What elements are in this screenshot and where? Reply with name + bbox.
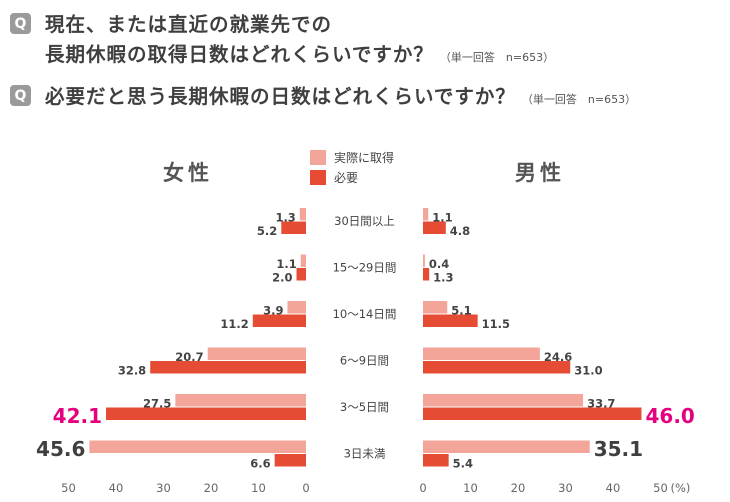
data-label: 3.9 bbox=[263, 304, 283, 318]
data-label: 1.3 bbox=[433, 271, 453, 285]
data-label: 11.2 bbox=[220, 317, 248, 331]
bar-female-actual bbox=[300, 254, 306, 267]
panel-title-female: 女性 bbox=[163, 161, 213, 185]
bar-male-actual bbox=[423, 208, 429, 221]
category-label: 15～29日間 bbox=[333, 261, 397, 275]
x-tick-label-female: 40 bbox=[109, 481, 124, 495]
bar-male-needed bbox=[423, 407, 642, 420]
bar-male-needed bbox=[423, 268, 430, 281]
bar-male-needed bbox=[423, 454, 449, 467]
data-label: 6.6 bbox=[250, 457, 270, 471]
unit-label: (%) bbox=[671, 481, 691, 495]
data-label: 33.7 bbox=[587, 397, 615, 411]
bar-female-needed bbox=[296, 268, 306, 281]
question-2-text: 必要だと思う長期休暇の日数はどれくらいですか？ bbox=[45, 85, 516, 108]
q-badge: Q bbox=[10, 13, 31, 34]
bar-male-actual bbox=[423, 254, 425, 267]
x-tick-label-male: 40 bbox=[606, 481, 621, 495]
bar-male-actual bbox=[423, 394, 584, 407]
data-label: 1.1 bbox=[432, 211, 452, 225]
question-1-note: （単一回答 n=653） bbox=[439, 51, 555, 64]
bar-female-needed bbox=[150, 361, 306, 374]
data-label: 5.1 bbox=[451, 304, 471, 318]
data-label: 5.2 bbox=[257, 224, 277, 238]
question-1: Q 現在、または直近の就業先での 長期休暇の取得日数はどれくらいですか？ （単一回… bbox=[10, 10, 554, 73]
legend-label: 実際に取得 bbox=[334, 150, 394, 165]
question-2: Q 必要だと思う長期休暇の日数はどれくらいですか？ （単一回答 n=653） bbox=[10, 82, 636, 115]
bar-female-needed bbox=[106, 407, 307, 420]
x-tick-label-female: 10 bbox=[251, 481, 266, 495]
bar-male-actual bbox=[423, 301, 448, 314]
data-label: 42.1 bbox=[53, 404, 102, 428]
data-label: 0.4 bbox=[429, 257, 449, 271]
category-label: 30日間以上 bbox=[334, 214, 395, 228]
bar-female-needed bbox=[281, 221, 306, 234]
x-tick-label-male: 50 bbox=[653, 481, 668, 495]
x-tick-label-male: 10 bbox=[463, 481, 478, 495]
data-label: 45.6 bbox=[36, 437, 85, 461]
bar-male-needed bbox=[423, 221, 446, 234]
question-1-line1: 現在、または直近の就業先での bbox=[45, 13, 333, 36]
data-label: 5.4 bbox=[453, 457, 473, 471]
bar-male-needed bbox=[423, 361, 571, 374]
data-label: 1.3 bbox=[275, 211, 295, 225]
question-2-note: （単一回答 n=653） bbox=[521, 93, 637, 106]
x-tick-label-male: 30 bbox=[558, 481, 573, 495]
data-label: 11.5 bbox=[482, 317, 510, 331]
x-tick-label-female: 30 bbox=[156, 481, 171, 495]
x-tick-label-male: 20 bbox=[511, 481, 526, 495]
data-label: 2.0 bbox=[272, 271, 292, 285]
bar-male-needed bbox=[423, 314, 478, 327]
bar-female-needed bbox=[252, 314, 306, 327]
data-label: 31.0 bbox=[574, 364, 602, 378]
bar-female-actual bbox=[175, 394, 306, 407]
category-label: 3日未満 bbox=[344, 447, 386, 461]
data-label: 35.1 bbox=[594, 437, 643, 461]
data-label: 46.0 bbox=[646, 404, 695, 428]
category-label: 3～5日間 bbox=[340, 400, 389, 414]
data-label: 24.6 bbox=[544, 350, 572, 364]
bar-female-actual bbox=[287, 301, 306, 314]
data-label: 27.5 bbox=[143, 397, 171, 411]
question-1-line2: 長期休暇の取得日数はどれくらいですか？ bbox=[45, 43, 434, 66]
x-tick-label-female: 20 bbox=[204, 481, 219, 495]
legend-swatch bbox=[310, 170, 326, 185]
legend-swatch bbox=[310, 150, 326, 165]
bar-female-actual bbox=[89, 440, 307, 453]
data-label: 20.7 bbox=[175, 350, 203, 364]
panel-title-male: 男性 bbox=[515, 161, 565, 185]
data-label: 4.8 bbox=[450, 224, 470, 238]
category-label: 6～9日間 bbox=[340, 354, 389, 368]
q-badge: Q bbox=[10, 85, 31, 106]
x-tick-label-female: 0 bbox=[302, 481, 309, 495]
category-label: 10～14日間 bbox=[333, 307, 397, 321]
bar-female-needed bbox=[274, 454, 306, 467]
data-label: 1.1 bbox=[276, 257, 296, 271]
legend-label: 必要 bbox=[334, 171, 358, 185]
bar-female-actual bbox=[207, 347, 306, 360]
bar-male-actual bbox=[423, 347, 540, 360]
data-label: 32.8 bbox=[118, 364, 146, 378]
x-tick-label-female: 50 bbox=[61, 481, 76, 495]
bar-male-actual bbox=[423, 440, 590, 453]
bar-female-actual bbox=[299, 208, 306, 221]
x-tick-label-male: 0 bbox=[419, 481, 426, 495]
